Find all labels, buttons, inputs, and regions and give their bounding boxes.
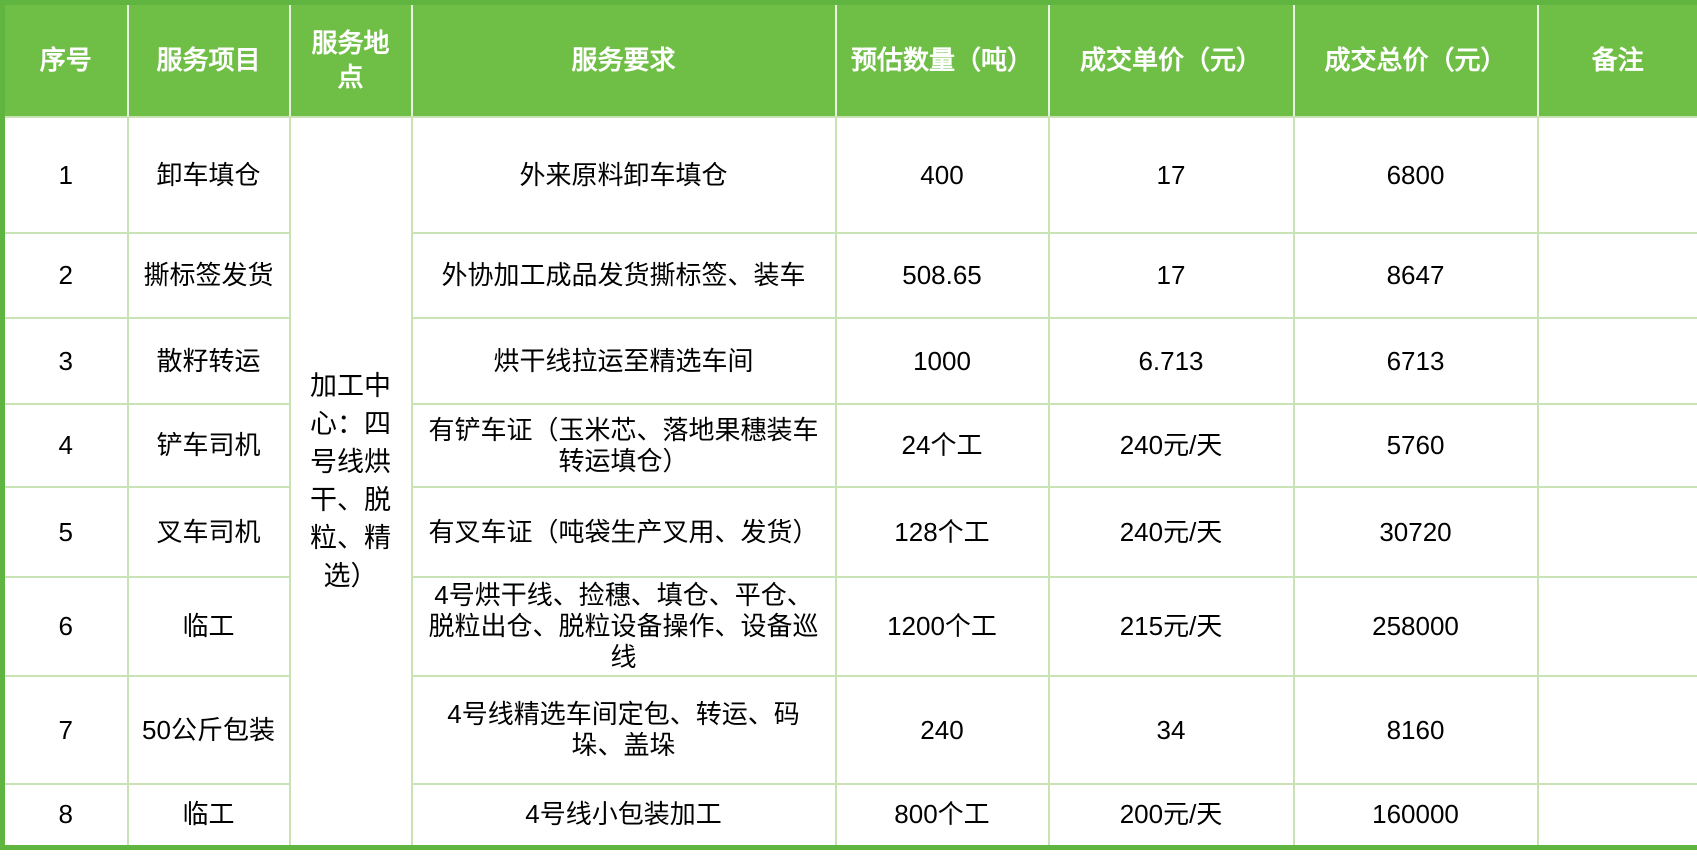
col-header-note: 备注 (1536, 2, 1697, 118)
cell-index: 8 (1, 783, 129, 848)
cell-quantity: 1200个工 (834, 576, 1050, 677)
cell-note (1536, 116, 1697, 234)
cell-requirement: 4号烘干线、捡穗、填仓、平仓、脱粒出仓、脱粒设备操作、设备巡线 (410, 576, 837, 677)
cell-unit-price: 240元/天 (1047, 403, 1295, 488)
cell-index: 7 (1, 675, 129, 785)
cell-index: 5 (1, 486, 129, 578)
cell-total-price: 6800 (1292, 116, 1539, 234)
cell-total-price: 258000 (1292, 576, 1539, 677)
cell-item: 撕标签发货 (126, 232, 291, 319)
table-row: 4 铲车司机 有铲车证（玉米芯、落地果穗装车转运填仓） 24个工 240元/天 … (1, 403, 1697, 488)
cell-requirement: 有铲车证（玉米芯、落地果穗装车转运填仓） (410, 403, 837, 488)
cell-total-price: 6713 (1292, 317, 1539, 405)
cell-note (1536, 675, 1697, 785)
col-header-quantity: 预估数量（吨） (834, 2, 1049, 118)
cell-quantity: 240 (834, 675, 1050, 785)
cell-note (1536, 317, 1697, 405)
cell-total-price: 30720 (1292, 486, 1539, 578)
cell-quantity: 128个工 (834, 486, 1050, 578)
table-row: 5 叉车司机 有叉车证（吨袋生产叉用、发货） 128个工 240元/天 3072… (1, 486, 1697, 578)
cell-item: 叉车司机 (126, 486, 291, 578)
cell-item: 50公斤包装 (126, 675, 291, 785)
cell-unit-price: 215元/天 (1047, 576, 1295, 677)
cell-index: 1 (1, 116, 129, 234)
cell-unit-price: 17 (1047, 232, 1295, 319)
table-row: 8 临工 4号线小包装加工 800个工 200元/天 160000 (1, 783, 1697, 848)
table-row: 6 临工 4号烘干线、捡穗、填仓、平仓、脱粒出仓、脱粒设备操作、设备巡线 120… (1, 576, 1697, 677)
cell-index: 4 (1, 403, 129, 488)
cell-total-price: 5760 (1292, 403, 1539, 488)
cell-item: 临工 (126, 576, 291, 677)
cell-note (1536, 576, 1697, 677)
cell-requirement: 有叉车证（吨袋生产叉用、发货） (410, 486, 837, 578)
cell-quantity: 24个工 (834, 403, 1050, 488)
cell-requirement: 4号线小包装加工 (410, 783, 837, 848)
cell-index: 6 (1, 576, 129, 677)
cell-note (1536, 783, 1697, 848)
cell-item: 临工 (126, 783, 291, 848)
cell-requirement: 外来原料卸车填仓 (410, 116, 837, 234)
cell-note (1536, 486, 1697, 578)
cell-quantity: 1000 (834, 317, 1050, 405)
cell-unit-price: 6.713 (1047, 317, 1295, 405)
cell-unit-price: 240元/天 (1047, 486, 1295, 578)
cell-unit-price: 17 (1047, 116, 1295, 234)
cell-total-price: 8647 (1292, 232, 1539, 319)
cell-quantity: 508.65 (834, 232, 1050, 319)
cell-total-price: 160000 (1292, 783, 1539, 848)
col-header-unit-price: 成交单价（元） (1047, 2, 1294, 118)
cell-quantity: 400 (834, 116, 1050, 234)
cell-total-price: 8160 (1292, 675, 1539, 785)
col-header-total-price: 成交总价（元） (1292, 2, 1538, 118)
col-header-item: 服务项目 (126, 2, 290, 118)
table-row: 1 卸车填仓 加工中心：四号线烘干、脱粒、精选） 外来原料卸车填仓 400 17… (1, 116, 1697, 848)
col-header-location: 服务地点 (288, 2, 412, 118)
cell-requirement: 外协加工成品发货撕标签、装车 (410, 232, 837, 319)
cell-item: 卸车填仓 (126, 116, 291, 234)
cell-index: 3 (1, 317, 129, 405)
cell-note (1536, 403, 1697, 488)
cell-location-merged: 加工中心：四号线烘干、脱粒、精选） (288, 116, 413, 848)
cell-item: 铲车司机 (126, 403, 291, 488)
table-row: 7 50公斤包装 4号线精选车间定包、转运、码垛、盖垛 240 34 8160 (1, 675, 1697, 785)
cell-index: 2 (1, 232, 129, 319)
header-row: 序号 服务项目 服务地点 服务要求 预估数量（吨） 成交单价（元） 成交总价（元… (2, 2, 1697, 118)
col-header-requirement: 服务要求 (410, 2, 836, 118)
cell-unit-price: 200元/天 (1047, 783, 1295, 848)
cell-note (1536, 232, 1697, 319)
cell-unit-price: 34 (1047, 675, 1295, 785)
col-header-index: 序号 (2, 2, 128, 118)
cell-requirement: 烘干线拉运至精选车间 (410, 317, 837, 405)
table-row: 2 撕标签发货 外协加工成品发货撕标签、装车 508.65 17 8647 (1, 232, 1697, 319)
cell-item: 散籽转运 (126, 317, 291, 405)
cell-quantity: 800个工 (834, 783, 1050, 848)
table-row: 3 散籽转运 烘干线拉运至精选车间 1000 6.713 6713 (1, 317, 1697, 405)
cell-requirement: 4号线精选车间定包、转运、码垛、盖垛 (410, 675, 837, 785)
